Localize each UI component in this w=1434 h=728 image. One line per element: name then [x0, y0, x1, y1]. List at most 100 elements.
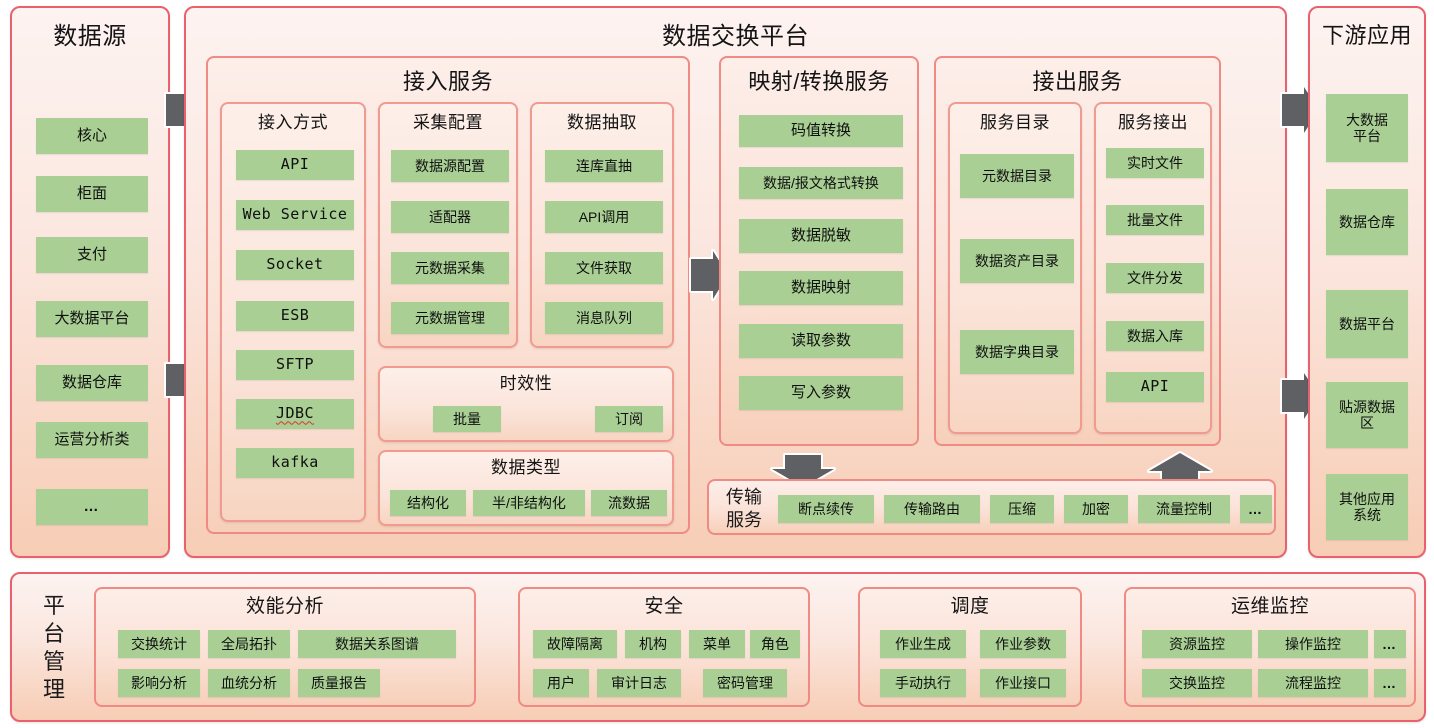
performance-analysis-item-1-0[interactable]: 影响分析 [118, 669, 200, 697]
transport-item-more[interactable]: … [1240, 495, 1272, 523]
arrow-ingest-to-transform [685, 248, 731, 302]
service-output-item-1[interactable]: 批量文件 [1106, 205, 1204, 235]
source-item-1[interactable]: 柜面 [36, 176, 148, 212]
scheduling-item-1-0[interactable]: 手动执行 [880, 669, 966, 697]
security-item-0-2[interactable]: 菜单 [689, 630, 745, 658]
access-mode-item-1[interactable]: Web Service [236, 200, 354, 230]
security-item-1-2[interactable]: 密码管理 [703, 669, 787, 697]
performance-analysis-item-1-1[interactable]: 血统分析 [208, 669, 290, 697]
data-extract-item-1[interactable]: API调用 [545, 201, 663, 233]
source-item-0[interactable]: 核心 [36, 118, 148, 154]
data-extract-item-2[interactable]: 文件获取 [545, 252, 663, 284]
data-type-item-1[interactable]: 半/非结构化 [473, 490, 585, 516]
data-sources-title: 数据源 [53, 23, 127, 50]
data-extract-title: 数据抽取 [567, 113, 637, 132]
scheduling-title: 调度 [950, 596, 990, 617]
panel-collect-config: 采集配置 数据源配置 适配器 元数据采集 元数据管理 [378, 102, 518, 348]
performance-analysis-item-0-0[interactable]: 交换统计 [118, 630, 200, 658]
transport-item-4[interactable]: 流量控制 [1138, 495, 1230, 523]
transport-item-2[interactable]: 压缩 [990, 495, 1054, 523]
panel-platform-management: 平 台 管 理 效能分析 交换统计 全局拓扑 数据关系图谱 影响分析 血统分析 … [10, 572, 1426, 722]
panel-data-extract: 数据抽取 连库直抽 API调用 文件获取 消息队列 [530, 102, 674, 348]
data-type-title: 数据类型 [491, 458, 561, 477]
ops-monitoring-item-0-1[interactable]: 操作监控 [1258, 630, 1368, 658]
source-item-4[interactable]: 数据仓库 [36, 365, 148, 401]
performance-analysis-item-0-1[interactable]: 全局拓扑 [208, 630, 290, 658]
timeliness-item-0[interactable]: 批量 [433, 406, 501, 432]
performance-analysis-item-0-2[interactable]: 数据关系图谱 [298, 630, 456, 658]
panel-ingest-service: 接入服务 接入方式 API Web Service Socket ESB SFT… [206, 56, 690, 534]
panel-performance-analysis: 效能分析 交换统计 全局拓扑 数据关系图谱 影响分析 血统分析 质量报告 [94, 587, 476, 707]
service-output-item-4[interactable]: API [1106, 372, 1204, 402]
ops-monitoring-item-1-1[interactable]: 流程监控 [1258, 669, 1368, 697]
ops-monitoring-item-0-0[interactable]: 资源监控 [1142, 630, 1252, 658]
security-title: 安全 [644, 596, 684, 617]
transform-item-0[interactable]: 码值转换 [739, 115, 903, 147]
timeliness-title: 时效性 [499, 374, 553, 393]
access-mode-item-4[interactable]: SFTP [236, 350, 354, 380]
data-extract-item-0[interactable]: 连库直抽 [545, 150, 663, 182]
access-mode-item-6[interactable]: kafka [236, 448, 354, 478]
panel-timeliness: 时效性 批量 订阅 [378, 366, 674, 442]
access-mode-item-2[interactable]: Socket [236, 250, 354, 280]
data-type-item-2[interactable]: 流数据 [591, 490, 667, 516]
source-item-more[interactable]: … [36, 489, 148, 525]
scheduling-item-1-1[interactable]: 作业接口 [980, 669, 1066, 697]
collect-config-item-0[interactable]: 数据源配置 [391, 150, 509, 182]
service-output-item-0[interactable]: 实时文件 [1106, 148, 1204, 178]
ops-monitoring-title: 运维监控 [1230, 596, 1309, 617]
panel-data-type: 数据类型 结构化 半/非结构化 流数据 [378, 450, 674, 526]
scheduling-item-0-0[interactable]: 作业生成 [880, 630, 966, 658]
panel-security: 安全 故障隔离 机构 菜单 角色 用户 审计日志 密码管理 [518, 587, 810, 707]
security-item-0-1[interactable]: 机构 [625, 630, 681, 658]
transport-service-title-line1: 传输 [726, 486, 762, 507]
downstream-item-0[interactable]: 大数据 平台 [1326, 94, 1408, 162]
collect-config-item-1[interactable]: 适配器 [391, 201, 509, 233]
service-output-item-3[interactable]: 数据入库 [1106, 321, 1204, 351]
panel-downstream-apps: 下游应用 大数据 平台 数据仓库 数据平台 贴源数据 区 其他应用 系统 [1308, 6, 1426, 558]
transport-item-0[interactable]: 断点续传 [778, 495, 874, 523]
security-item-1-1[interactable]: 审计日志 [597, 669, 681, 697]
security-item-0-0[interactable]: 故障隔离 [533, 630, 617, 658]
service-catalog-item-0[interactable]: 元数据目录 [960, 154, 1074, 198]
transport-item-1[interactable]: 传输路由 [884, 495, 980, 523]
data-extract-item-3[interactable]: 消息队列 [545, 302, 663, 334]
service-catalog-item-1[interactable]: 数据资产目录 [960, 239, 1074, 283]
downstream-apps-title: 下游应用 [1321, 23, 1412, 48]
ops-monitoring-item-1-more[interactable]: … [1374, 669, 1406, 697]
source-item-5[interactable]: 运营分析类 [36, 422, 148, 458]
downstream-item-4[interactable]: 其他应用 系统 [1326, 474, 1408, 540]
performance-analysis-item-1-2[interactable]: 质量报告 [298, 669, 380, 697]
service-catalog-item-2[interactable]: 数据字典目录 [960, 330, 1074, 374]
transform-item-4[interactable]: 读取参数 [739, 324, 903, 358]
platform-management-title-char-3: 理 [42, 677, 65, 703]
ingest-service-title: 接入服务 [402, 69, 493, 94]
access-mode-item-0[interactable]: API [236, 150, 354, 180]
downstream-item-3[interactable]: 贴源数据 区 [1326, 382, 1408, 448]
transform-item-1[interactable]: 数据/报文格式转换 [739, 167, 903, 199]
timeliness-item-1[interactable]: 订阅 [595, 406, 663, 432]
collect-config-item-3[interactable]: 元数据管理 [391, 302, 509, 334]
panel-ops-monitoring: 运维监控 资源监控 操作监控 … 交换监控 流程监控 … [1124, 587, 1416, 707]
data-type-item-0[interactable]: 结构化 [390, 490, 466, 516]
scheduling-item-0-1[interactable]: 作业参数 [980, 630, 1066, 658]
access-mode-item-5[interactable]: JDBC [236, 399, 354, 429]
ops-monitoring-item-1-0[interactable]: 交换监控 [1142, 669, 1252, 697]
service-output-item-2[interactable]: 文件分发 [1106, 263, 1204, 293]
access-mode-item-3[interactable]: ESB [236, 301, 354, 331]
downstream-item-2[interactable]: 数据平台 [1326, 290, 1408, 358]
source-item-3[interactable]: 大数据平台 [36, 301, 148, 337]
transform-item-3[interactable]: 数据映射 [739, 271, 903, 305]
panel-exchange-platform: 数据交换平台 接入服务 接入方式 API Web Service Socket … [184, 6, 1287, 558]
security-item-0-3[interactable]: 角色 [750, 630, 800, 658]
transform-item-5[interactable]: 写入参数 [739, 376, 903, 410]
access-mode-title: 接入方式 [258, 113, 328, 132]
transform-item-2[interactable]: 数据脱敏 [739, 219, 903, 253]
collect-config-item-2[interactable]: 元数据采集 [391, 252, 509, 284]
source-item-2[interactable]: 支付 [36, 237, 148, 273]
transport-item-3[interactable]: 加密 [1064, 495, 1128, 523]
ops-monitoring-item-0-more[interactable]: … [1374, 630, 1406, 658]
downstream-item-1[interactable]: 数据仓库 [1326, 189, 1408, 255]
security-item-1-0[interactable]: 用户 [533, 669, 589, 697]
